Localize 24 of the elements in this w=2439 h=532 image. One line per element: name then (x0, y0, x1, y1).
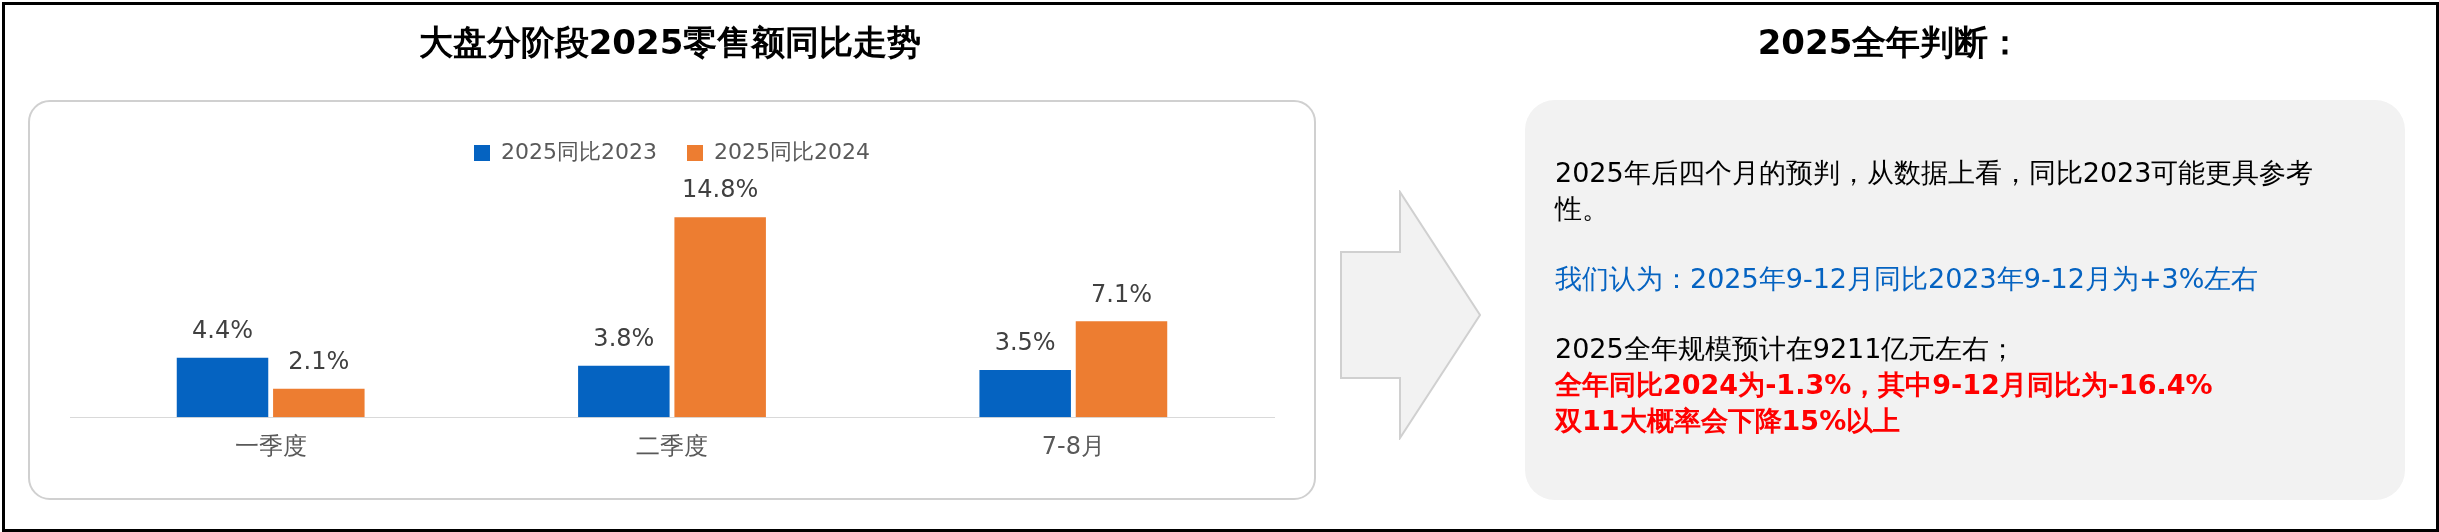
data-label: 3.5% (994, 328, 1056, 357)
bar (176, 357, 269, 418)
bar (273, 388, 365, 418)
text: 全年同比2024为-1.3%，其中9-12月同比为-16.4% (1555, 368, 2214, 402)
legend-label: 2025同比2023 (501, 138, 658, 164)
x-tick-label: 一季度 (234, 431, 307, 460)
text: 2025全年规模预计在9211亿元左右； (1555, 332, 2018, 366)
data-label: 3.8% (593, 324, 655, 353)
x-tick-label: 7-8月 (1041, 431, 1105, 460)
text: 我们认为：2025年9-12月同比2023年9-12月为+3%左右 (1555, 262, 2260, 296)
data-label: 2.1% (288, 347, 350, 376)
data-label: 7.1% (1091, 279, 1152, 308)
legend-label: 2025同比2024 (714, 138, 870, 164)
text: 2025年后四个月的预判，从数据上看，同比2023可能更具参考性。 (1555, 156, 2315, 226)
x-tick-label: 二季度 (636, 431, 708, 460)
bar (674, 217, 766, 418)
data-label: 4.4% (192, 315, 253, 344)
bar (1075, 321, 1168, 418)
text: 2025全年判断： (1756, 21, 2024, 64)
bar (578, 365, 670, 418)
data-label: 14.8% (682, 175, 759, 204)
text: 双11大概率会下降15%以上 (1555, 404, 1902, 438)
chart-title: 大盘分阶段2025零售额同比走势 (417, 21, 923, 64)
bar (979, 369, 1071, 418)
